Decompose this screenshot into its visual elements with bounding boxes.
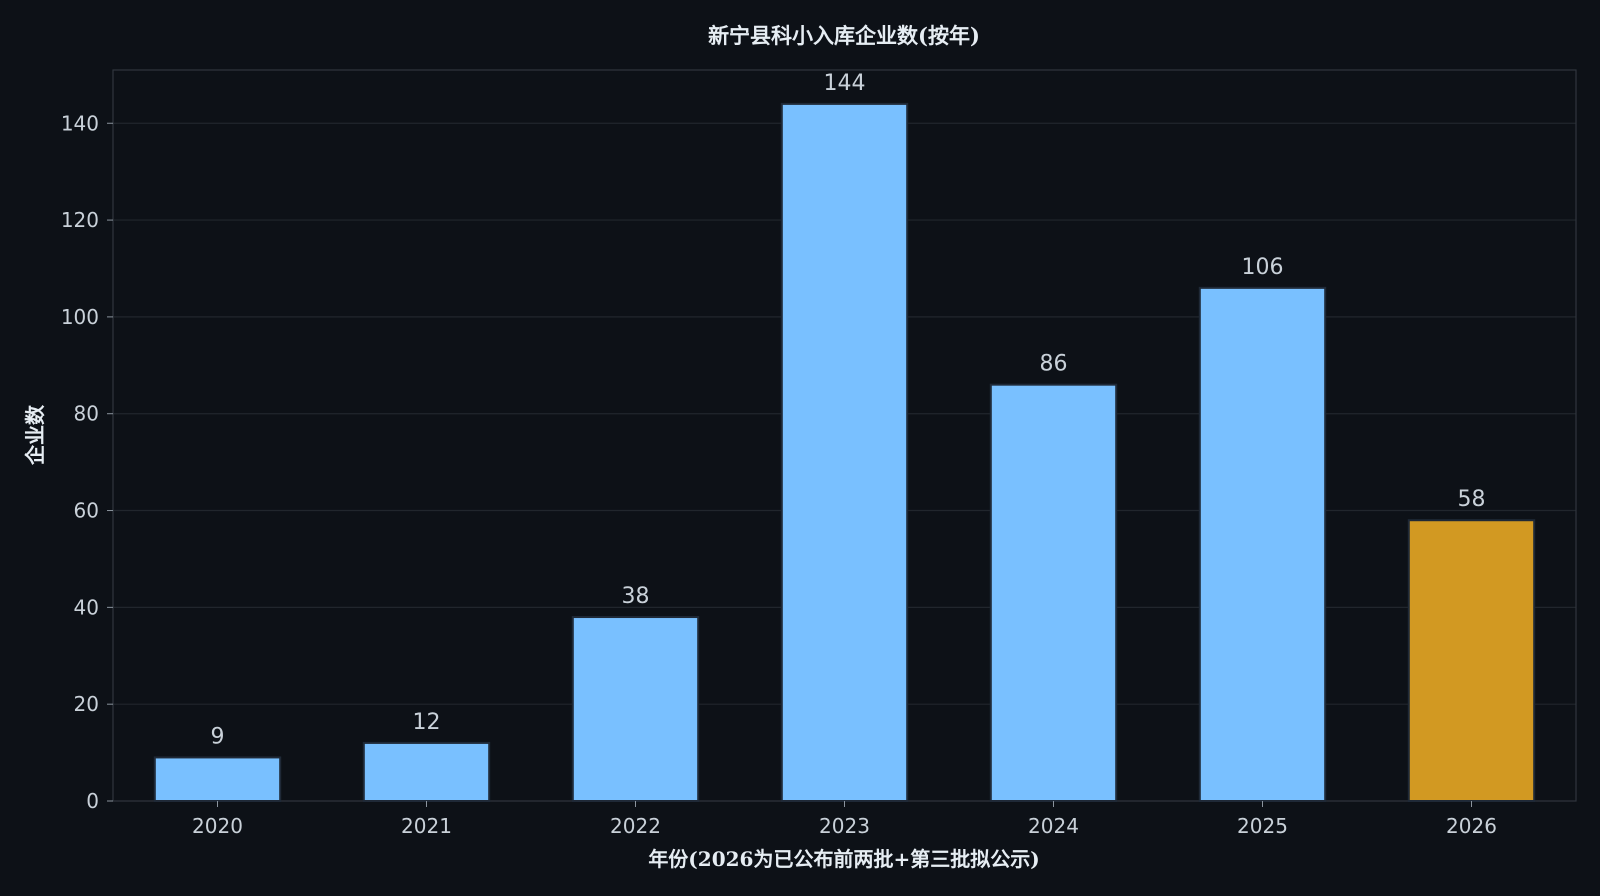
data-label-2026: 58 <box>1458 487 1486 512</box>
bar-2026 <box>1407 519 1536 803</box>
y-tick-label: 0 <box>86 789 99 813</box>
y-tick-label: 60 <box>74 499 99 523</box>
y-tick-label: 80 <box>74 402 99 426</box>
x-axis-ticks: 2020 2021 2022 2023 2024 2025 2026 <box>192 801 1497 838</box>
data-label-2022: 38 <box>622 584 650 609</box>
bar-2024 <box>989 383 1118 802</box>
data-label-2025: 106 <box>1242 255 1284 280</box>
chart-title: 新宁县科小入库企业数(按年) <box>708 23 980 48</box>
data-label-2021: 12 <box>413 710 441 735</box>
data-labels: 9 12 38 144 86 106 58 <box>211 71 1486 750</box>
x-tick-label-2023: 2023 <box>819 814 870 838</box>
bar-2023 <box>780 102 909 803</box>
bar-2025 <box>1198 286 1327 803</box>
y-axis-ticks: 0 20 40 60 80 100 120 140 <box>61 111 113 813</box>
y-tick-label: 120 <box>61 208 99 232</box>
y-tick-label: 140 <box>61 111 99 135</box>
y-tick-label: 20 <box>74 692 99 716</box>
bar-2022 <box>571 616 700 802</box>
x-tick-label-2022: 2022 <box>610 814 661 838</box>
data-label-2023: 144 <box>824 71 866 96</box>
bars <box>153 102 1536 803</box>
x-tick-label-2025: 2025 <box>1237 814 1288 838</box>
x-tick-label-2020: 2020 <box>192 814 243 838</box>
y-axis-title: 企业数 <box>23 404 47 466</box>
x-tick-label-2021: 2021 <box>401 814 452 838</box>
data-label-2020: 9 <box>211 724 225 749</box>
x-axis-title: 年份(2026为已公布前两批+第三批拟公示) <box>648 847 1039 871</box>
x-tick-label-2026: 2026 <box>1446 814 1497 838</box>
x-tick-label-2024: 2024 <box>1028 814 1079 838</box>
y-tick-label: 100 <box>61 305 99 329</box>
y-tick-label: 40 <box>74 595 99 619</box>
bar-2021 <box>362 741 491 803</box>
bar-2020 <box>153 756 282 803</box>
data-label-2024: 86 <box>1040 352 1068 377</box>
